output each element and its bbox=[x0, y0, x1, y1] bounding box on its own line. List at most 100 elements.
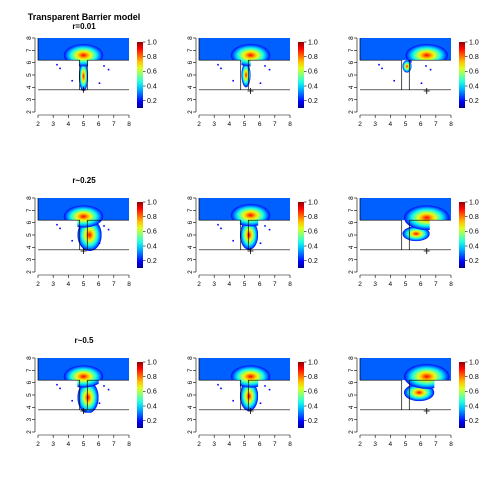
colorbar-tick-label: 0.6 bbox=[147, 229, 157, 236]
colorbar-tick-label: 0.2 bbox=[308, 418, 318, 425]
x-tick-label: 2 bbox=[36, 441, 40, 448]
y-tick-label: 5 bbox=[348, 73, 355, 77]
x-tick-label: 3 bbox=[51, 121, 55, 128]
colorbar-tick-label: 0.6 bbox=[308, 69, 318, 76]
y-tick-label: 2 bbox=[26, 430, 33, 434]
y-tick-label: 2 bbox=[26, 110, 33, 114]
colorbar-tick-label: 0.6 bbox=[308, 229, 318, 236]
y-tick-label: 4 bbox=[348, 405, 355, 409]
y-tick-label: 3 bbox=[348, 417, 355, 421]
scatter-cell bbox=[107, 68, 110, 71]
scatter-cell bbox=[268, 228, 271, 231]
colorbar bbox=[137, 42, 143, 108]
field-map bbox=[360, 358, 451, 402]
y-tick-label: 7 bbox=[26, 208, 33, 212]
scatter-cell bbox=[107, 388, 110, 391]
colorbar-tick-label: 0.2 bbox=[469, 418, 479, 425]
field-tail bbox=[239, 381, 259, 412]
x-tick-label: 5 bbox=[243, 441, 247, 448]
scatter-cell bbox=[98, 242, 101, 244]
field-map bbox=[199, 358, 290, 412]
x-tick-label: 8 bbox=[288, 441, 292, 448]
point-marker bbox=[423, 248, 430, 255]
y-tick-label: 8 bbox=[348, 356, 355, 360]
field-blob bbox=[63, 365, 104, 388]
x-tick-label: 5 bbox=[404, 281, 408, 288]
y-tick-label: 7 bbox=[26, 368, 33, 372]
scatter-cell bbox=[71, 239, 73, 242]
scatter-cell bbox=[217, 63, 219, 66]
x-tick-label: 4 bbox=[228, 281, 232, 288]
y-tick-label: 5 bbox=[26, 393, 33, 397]
x-tick-label: 4 bbox=[67, 281, 71, 288]
y-tick-label: 8 bbox=[187, 36, 194, 40]
point-marker bbox=[80, 248, 87, 255]
y-tick-label: 3 bbox=[26, 257, 33, 261]
y-tick-label: 6 bbox=[348, 60, 355, 64]
panel-2-2: 2 3 4 5 6 7 8 2 3 4 5 6 7 8 0.2 0.4 0.6 0.8 1.0 bbox=[348, 356, 479, 448]
scatter-cell bbox=[393, 79, 395, 82]
x-tick-label: 4 bbox=[389, 121, 393, 128]
scatter-cell bbox=[378, 63, 380, 66]
y-tick-label: 6 bbox=[187, 220, 194, 224]
y-tick-label: 8 bbox=[348, 36, 355, 40]
scatter-cell bbox=[259, 242, 262, 244]
x-tick-label: 7 bbox=[112, 441, 116, 448]
x-tick-label: 5 bbox=[404, 441, 408, 448]
field-tail bbox=[78, 61, 89, 92]
colorbar-tick-label: 1.0 bbox=[308, 199, 318, 206]
y-tick-label: 7 bbox=[187, 48, 194, 52]
y-tick-label: 4 bbox=[187, 405, 194, 409]
colorbar bbox=[459, 362, 465, 428]
y-tick-label: 6 bbox=[26, 220, 33, 224]
panel-1-1: 2 3 4 5 6 7 8 2 3 4 5 6 7 8 0.2 0.4 0.6 0.8 1.0 bbox=[187, 196, 318, 288]
colorbar-tick-label: 0.4 bbox=[147, 403, 157, 410]
colorbar-tick-label: 0.8 bbox=[308, 54, 318, 61]
field-blob bbox=[230, 44, 271, 67]
x-tick-label: 2 bbox=[36, 121, 40, 128]
scatter-cell bbox=[259, 82, 262, 84]
x-tick-label: 3 bbox=[51, 281, 55, 288]
colorbar-tick-label: 1.0 bbox=[147, 359, 157, 366]
y-tick-label: 3 bbox=[187, 257, 194, 261]
colorbar-tick-label: 0.4 bbox=[147, 83, 157, 90]
colorbar bbox=[459, 42, 465, 108]
field-blob bbox=[405, 44, 448, 67]
y-tick-label: 4 bbox=[26, 245, 33, 249]
x-tick-label: 6 bbox=[97, 121, 101, 128]
scatter-cell bbox=[59, 387, 61, 390]
colorbar-tick-label: 0.2 bbox=[308, 258, 318, 265]
colorbar-tick-label: 0.8 bbox=[308, 374, 318, 381]
point-marker bbox=[247, 248, 254, 255]
scatter-cell bbox=[217, 223, 219, 226]
y-tick-label: 5 bbox=[348, 393, 355, 397]
colorbar-tick-label: 0.8 bbox=[469, 214, 479, 221]
scatter-cell bbox=[220, 67, 222, 70]
field-tail bbox=[241, 62, 251, 88]
scatter-cell bbox=[103, 65, 105, 67]
colorbar-tick-label: 0.4 bbox=[308, 243, 318, 250]
y-tick-label: 4 bbox=[26, 405, 33, 409]
row-label-1: r~0.25 bbox=[72, 176, 96, 185]
colorbar-tick-label: 1.0 bbox=[469, 199, 479, 206]
point-marker bbox=[80, 408, 87, 415]
scatter-cell bbox=[217, 383, 219, 386]
x-tick-label: 5 bbox=[82, 281, 86, 288]
y-tick-label: 3 bbox=[348, 257, 355, 261]
x-tick-label: 4 bbox=[389, 281, 393, 288]
y-tick-label: 4 bbox=[26, 85, 33, 89]
x-tick-label: 4 bbox=[389, 441, 393, 448]
y-tick-label: 5 bbox=[187, 393, 194, 397]
x-tick-label: 3 bbox=[212, 441, 216, 448]
field-map bbox=[360, 198, 451, 242]
field-map bbox=[38, 358, 129, 413]
scatter-cell bbox=[103, 385, 105, 387]
x-tick-label: 7 bbox=[434, 281, 438, 288]
scatter-cell bbox=[264, 65, 266, 67]
y-tick-label: 6 bbox=[187, 60, 194, 64]
x-tick-label: 4 bbox=[67, 441, 71, 448]
field-map bbox=[199, 38, 290, 88]
colorbar-tick-label: 0.2 bbox=[147, 258, 157, 265]
scatter-cell bbox=[268, 68, 271, 71]
y-tick-label: 4 bbox=[348, 85, 355, 89]
